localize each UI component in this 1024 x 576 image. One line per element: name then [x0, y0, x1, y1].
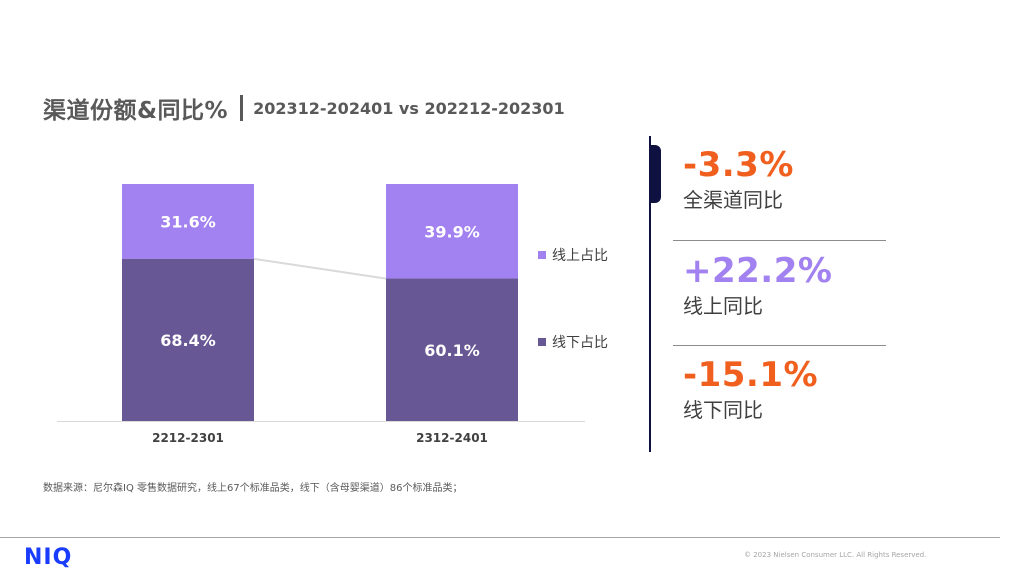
data-source-note: 数据来源：尼尔森IQ 零售数据研究，线上67个标准品类，线下（含母婴渠道）86个… [43, 483, 463, 494]
legend-label-offline: 线下占比 [552, 335, 608, 351]
data-label-online-2212-2301: 31.6% [160, 212, 216, 231]
kpi-offline: -15.1% 线下同比 [683, 356, 818, 424]
divider-accent-tab [649, 145, 661, 203]
bar-online-2212-2301 [122, 184, 254, 259]
kpi-online-label: 线上同比 [683, 294, 763, 318]
legend-label-online: 线上占比 [552, 248, 608, 264]
x-tick-label-2212-2301: 2212-2301 [152, 431, 224, 445]
stacked-bar-chart: 31.6% 68.4% 2212-2301 39.9% 60.1% 2312-2401 [57, 184, 585, 445]
x-tick-label-2312-2401: 2312-2401 [416, 431, 488, 445]
kpi-total-label: 全渠道同比 [683, 188, 783, 212]
kpi-online-value: +22.2% [683, 251, 833, 291]
kpi-separator [673, 345, 886, 346]
legend-item-online: 线上占比 [538, 245, 608, 265]
kpi-total: -3.3% 全渠道同比 [683, 146, 794, 214]
kpi-online: +22.2% 线上同比 [683, 252, 832, 320]
data-label-offline-2212-2301: 68.4% [160, 331, 216, 350]
kpi-total-value: -3.3% [683, 145, 794, 185]
legend-swatch-offline [538, 338, 546, 346]
bar-offline-2312-2401 [386, 278, 518, 421]
copyright-text: © 2023 Nielsen Consumer LLC. All Rights … [744, 551, 927, 559]
title-divider [240, 95, 244, 121]
vertical-divider [649, 136, 651, 452]
niq-logo: NIQ [24, 545, 73, 570]
legend-swatch-online [538, 251, 546, 259]
bar-offline-2212-2301 [122, 258, 254, 421]
footer-divider [0, 537, 1000, 538]
kpi-separator [673, 240, 886, 241]
bar-online-2312-2401 [386, 184, 518, 279]
kpi-offline-label: 线下同比 [683, 398, 763, 422]
data-label-online-2312-2401: 39.9% [424, 222, 480, 241]
legend-item-offline: 线下占比 [538, 332, 608, 352]
data-label-offline-2312-2401: 60.1% [424, 341, 480, 360]
page-title: 渠道份额&同比% 202312-202401 vs 202212-202301 [43, 92, 565, 124]
title-main: 渠道份额&同比% [43, 98, 229, 124]
kpi-offline-value: -15.1% [683, 355, 819, 395]
title-subtitle: 202312-202401 vs 202212-202301 [253, 98, 565, 118]
series-connector-line [253, 257, 387, 280]
